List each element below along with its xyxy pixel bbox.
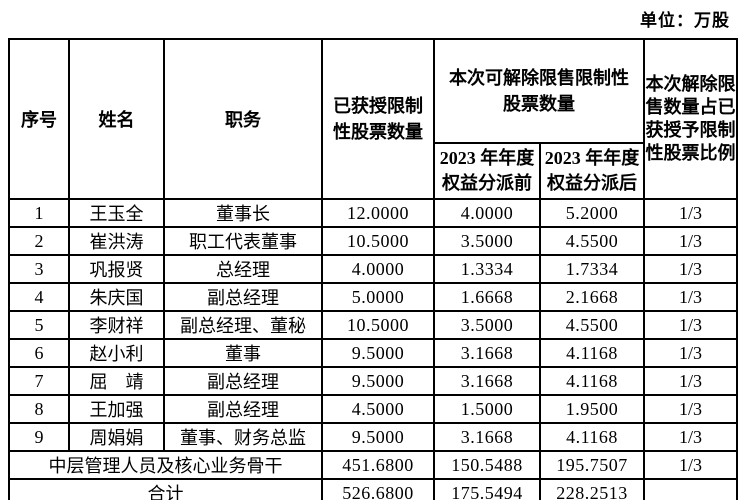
cell-after: 4.1168	[539, 338, 645, 368]
table-row: 3 巩报贤 总经理 4.0000 1.3334 1.7334 1/3	[8, 254, 738, 284]
cell-granted: 5.0000	[321, 282, 435, 312]
cell-after: 4.5500	[539, 226, 645, 256]
cell-ratio: 1/3	[643, 254, 738, 284]
cell-granted: 10.5000	[321, 226, 435, 256]
cell-after: 4.5500	[539, 310, 645, 340]
cell-name: 王加强	[68, 394, 165, 424]
col-header-no: 序号	[8, 38, 70, 200]
cell-no: 4	[8, 282, 70, 312]
cell-no: 7	[8, 366, 70, 396]
cell-ratio: 1/3	[643, 422, 738, 452]
cell-no: 2	[8, 226, 70, 256]
cell-before: 1.6668	[433, 282, 541, 312]
cell-name: 赵小利	[68, 338, 165, 368]
cell-ratio: 1/3	[643, 394, 738, 424]
cell-after: 5.2000	[539, 198, 645, 228]
cell-after: 228.2513	[539, 478, 645, 500]
cell-no: 9	[8, 422, 70, 452]
cell-granted: 526.6800	[321, 478, 435, 500]
col-header-granted: 已获授限制 性股票数量	[321, 38, 435, 200]
cell-ratio: 1/3	[643, 226, 738, 256]
cell-before: 175.5494	[433, 478, 541, 500]
cell-name: 屈 靖	[68, 366, 165, 396]
col-header-name: 姓名	[68, 38, 165, 200]
table-row-middle-managers: 中层管理人员及核心业务骨干 451.6800 150.5488 195.7507…	[8, 450, 738, 480]
cell-ratio: 1/3	[643, 338, 738, 368]
cell-before: 3.1668	[433, 422, 541, 452]
table-header-row-sub: 2023 年年度 权益分派前 2023 年年度 权益分派后	[9, 142, 737, 200]
table-row: 1 王玉全 董事长 12.0000 4.0000 5.2000 1/3	[8, 198, 738, 228]
cell-after: 1.7334	[539, 254, 645, 284]
cell-before: 3.5000	[433, 226, 541, 256]
cell-name: 巩报贤	[68, 254, 165, 284]
cell-name: 王玉全	[68, 198, 165, 228]
col-header-before-distribution: 2023 年年度 权益分派前	[433, 142, 541, 200]
table-row: 8 王加强 副总经理 4.5000 1.5000 1.9500 1/3	[8, 394, 738, 424]
cell-granted: 4.0000	[321, 254, 435, 284]
cell-no: 8	[8, 394, 70, 424]
cell-no: 3	[8, 254, 70, 284]
cell-after: 195.7507	[539, 450, 645, 480]
col-header-releasable-group: 本次可解除限售限制性 股票数量	[433, 38, 645, 144]
cell-after: 1.9500	[539, 394, 645, 424]
cell-granted: 9.5000	[321, 338, 435, 368]
table-row-total: 合计 526.6800 175.5494 228.2513	[8, 478, 738, 500]
table-header-row-top: 序号 姓名 职务 已获授限制 性股票数量 本次可解除限售限制性 股票数量 本次解…	[8, 38, 738, 200]
cell-position: 总经理	[163, 254, 323, 284]
cell-ratio: 1/3	[643, 198, 738, 228]
cell-name: 崔洪涛	[68, 226, 165, 256]
col-header-ratio: 本次解除限 售数量占已 获授予限制 性股票比例	[643, 38, 738, 200]
cell-granted: 10.5000	[321, 310, 435, 340]
cell-after: 2.1668	[539, 282, 645, 312]
cell-after: 4.1168	[539, 422, 645, 452]
cell-before: 1.3334	[433, 254, 541, 284]
cell-before: 3.1668	[433, 366, 541, 396]
cell-ratio	[643, 478, 738, 500]
cell-after: 4.1168	[539, 366, 645, 396]
cell-no: 5	[8, 310, 70, 340]
table-row: 7 屈 靖 副总经理 9.5000 3.1668 4.1168 1/3	[8, 366, 738, 396]
col-header-position: 职务	[163, 38, 323, 200]
table-row: 6 赵小利 董事 9.5000 3.1668 4.1168 1/3	[8, 338, 738, 368]
cell-before: 3.5000	[433, 310, 541, 340]
cell-position: 副总经理、董秘	[163, 310, 323, 340]
table-row: 5 李财祥 副总经理、董秘 10.5000 3.5000 4.5500 1/3	[8, 310, 738, 340]
cell-before: 3.1668	[433, 338, 541, 368]
table-row: 2 崔洪涛 职工代表董事 10.5000 3.5000 4.5500 1/3	[8, 226, 738, 256]
cell-granted: 12.0000	[321, 198, 435, 228]
cell-before: 4.0000	[433, 198, 541, 228]
cell-no: 1	[8, 198, 70, 228]
cell-group-label: 中层管理人员及核心业务骨干	[8, 450, 323, 480]
cell-position: 董事长	[163, 198, 323, 228]
cell-granted: 9.5000	[321, 366, 435, 396]
cell-position: 副总经理	[163, 366, 323, 396]
col-header-after-distribution: 2023 年年度 权益分派后	[539, 142, 645, 200]
cell-granted: 4.5000	[321, 394, 435, 424]
cell-ratio: 1/3	[643, 450, 738, 480]
cell-ratio: 1/3	[643, 310, 738, 340]
cell-no: 6	[8, 338, 70, 368]
table-row: 9 周娟娟 董事、财务总监 9.5000 3.1668 4.1168 1/3	[8, 422, 738, 452]
cell-before: 1.5000	[433, 394, 541, 424]
cell-before: 150.5488	[433, 450, 541, 480]
cell-position: 董事、财务总监	[163, 422, 323, 452]
restricted-stock-release-table: 序号 姓名 职务 已获授限制 性股票数量 本次可解除限售限制性 股票数量 本次解…	[8, 38, 738, 500]
cell-granted: 9.5000	[321, 422, 435, 452]
unit-label: 单位：万股	[640, 11, 730, 30]
cell-total-label: 合计	[8, 478, 323, 500]
cell-position: 职工代表董事	[163, 226, 323, 256]
cell-position: 副总经理	[163, 282, 323, 312]
cell-name: 李财祥	[68, 310, 165, 340]
cell-ratio: 1/3	[643, 282, 738, 312]
cell-name: 周娟娟	[68, 422, 165, 452]
cell-granted: 451.6800	[321, 450, 435, 480]
cell-name: 朱庆国	[68, 282, 165, 312]
table-row: 4 朱庆国 副总经理 5.0000 1.6668 2.1668 1/3	[8, 282, 738, 312]
cell-position: 副总经理	[163, 394, 323, 424]
cell-position: 董事	[163, 338, 323, 368]
cell-ratio: 1/3	[643, 366, 738, 396]
